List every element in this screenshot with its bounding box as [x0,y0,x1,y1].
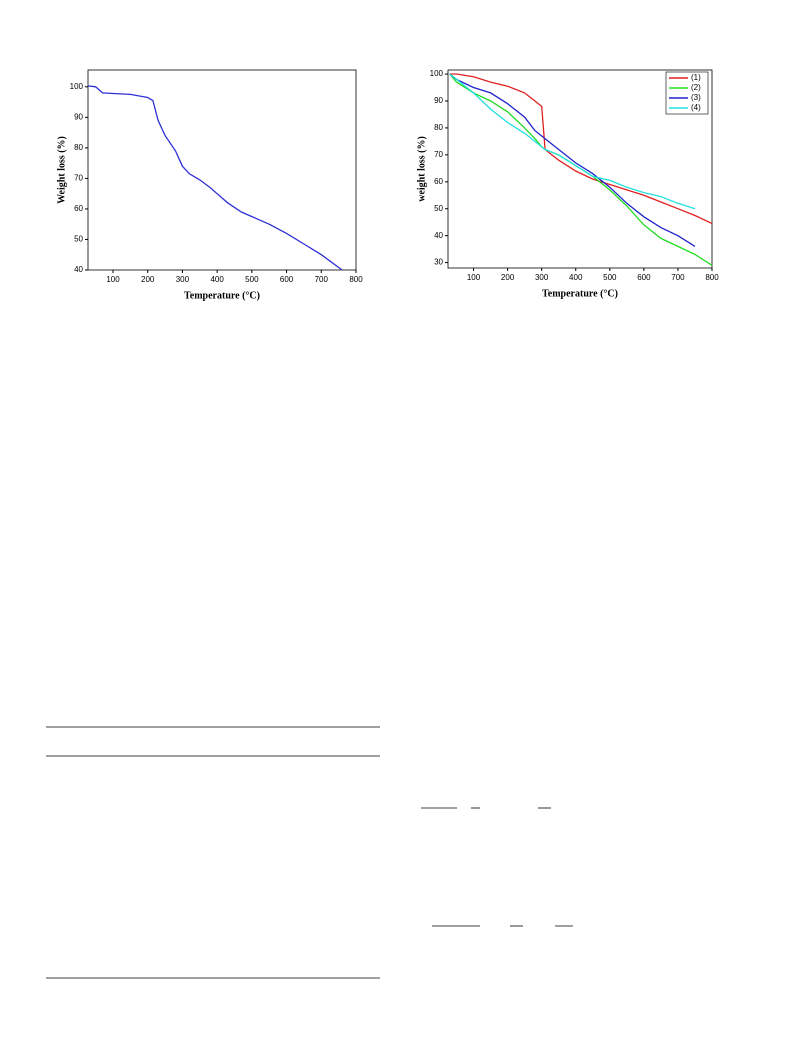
x-tick-label: 700 [315,275,329,284]
x-tick-label: 600 [637,273,651,282]
x-tick-label: 200 [501,273,515,282]
x-axis-label: Temperature (°C) [184,290,260,301]
y-axis-label: weight loss (%) [416,136,427,202]
y-tick-label: 40 [434,231,443,240]
x-tick-label: 300 [535,273,549,282]
x-axis-label: Temperature (°C) [542,288,618,299]
x-tick-label: 600 [280,275,294,284]
x-tick-label: 100 [467,273,481,282]
legend-label: (2) [691,83,701,92]
y-tick-label: 90 [434,96,443,105]
y-tick-label: 60 [74,204,83,213]
y-tick-label: 70 [74,174,83,183]
data-line [449,73,696,247]
y-tick-label: 100 [430,69,444,78]
x-tick-label: 400 [569,273,583,282]
y-tick-label: 80 [74,143,83,152]
legend-box [665,71,709,115]
legend-label: (4) [691,103,701,112]
data-line [449,73,696,210]
data-line [87,85,343,271]
y-tick-label: 50 [434,204,443,213]
y-tick-label: 100 [70,82,84,91]
y-tick-label: 40 [74,265,83,274]
x-tick-label: 200 [141,275,155,284]
x-tick-label: 100 [106,275,120,284]
plot-frame [447,69,713,269]
x-tick-label: 500 [603,273,617,282]
plot-frame [87,69,357,271]
y-axis-label: Weight loss (%) [56,136,67,204]
x-tick-label: 500 [245,275,259,284]
y-tick-label: 70 [434,150,443,159]
legend-label: (3) [691,93,701,102]
data-line [449,73,713,225]
x-tick-label: 800 [349,275,363,284]
x-tick-label: 700 [671,273,685,282]
x-tick-label: 400 [210,275,224,284]
legend-label: (1) [691,73,701,82]
x-tick-label: 800 [705,273,719,282]
y-tick-label: 50 [74,235,83,244]
x-tick-label: 300 [176,275,190,284]
y-tick-label: 80 [434,123,443,132]
y-tick-label: 60 [434,177,443,186]
y-tick-label: 30 [434,258,443,267]
y-tick-label: 90 [74,112,83,121]
